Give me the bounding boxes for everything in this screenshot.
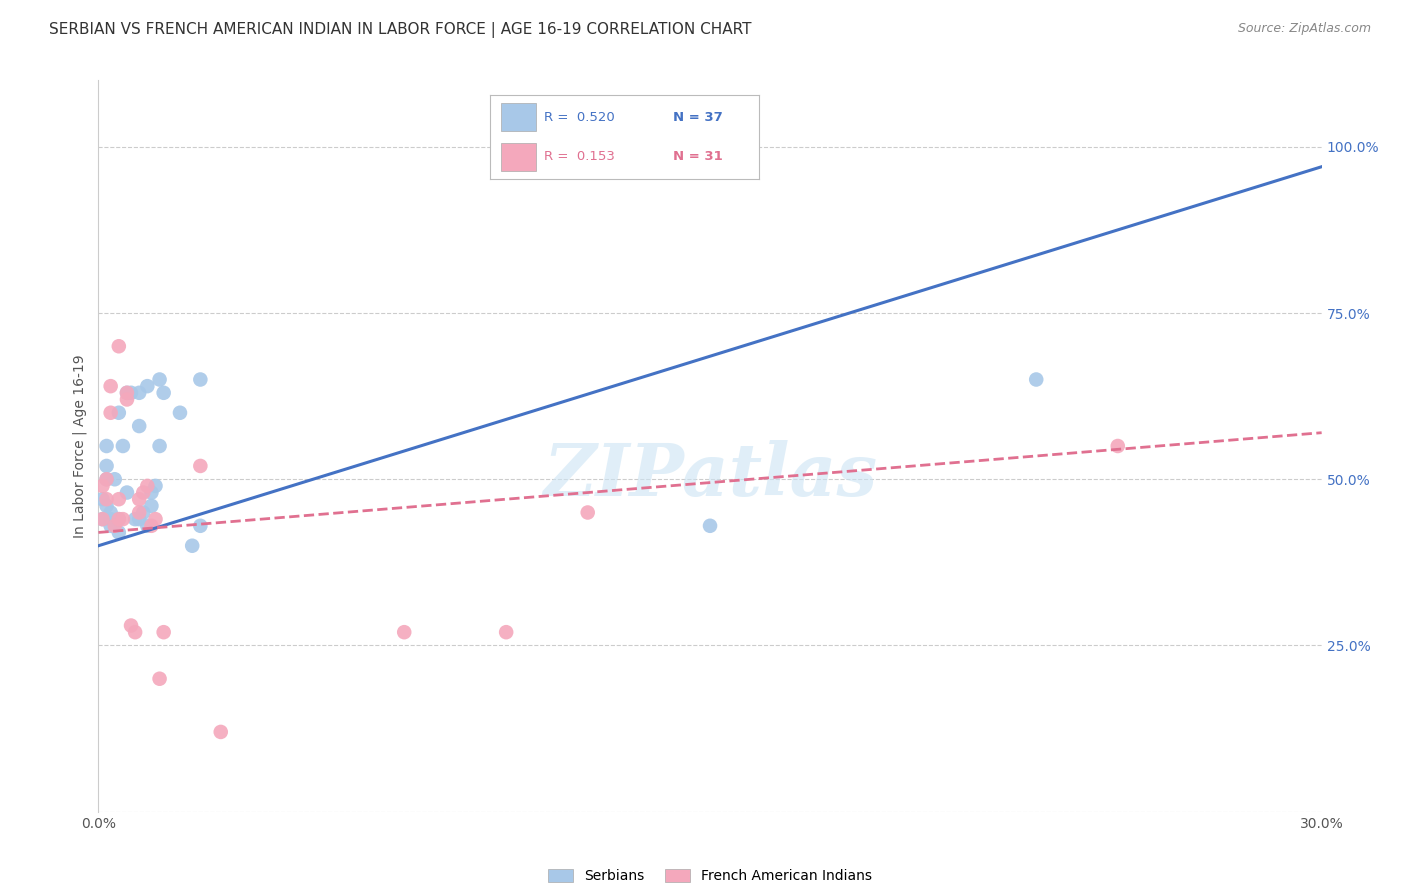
Point bbox=[96, 458, 118, 473]
Text: Source: ZipAtlas.com: Source: ZipAtlas.com bbox=[1237, 22, 1371, 36]
Point bbox=[740, 140, 762, 154]
Y-axis label: In Labor Force | Age 16-19: In Labor Force | Age 16-19 bbox=[73, 354, 87, 538]
Point bbox=[115, 385, 138, 400]
Point bbox=[108, 339, 131, 353]
Point bbox=[136, 518, 159, 533]
Point bbox=[128, 419, 150, 434]
Point bbox=[108, 512, 131, 526]
Point bbox=[152, 385, 174, 400]
Point bbox=[91, 512, 114, 526]
Point bbox=[91, 492, 114, 507]
Text: SERBIAN VS FRENCH AMERICAN INDIAN IN LABOR FORCE | AGE 16-19 CORRELATION CHART: SERBIAN VS FRENCH AMERICAN INDIAN IN LAB… bbox=[49, 22, 752, 38]
Point bbox=[100, 518, 122, 533]
Point bbox=[141, 485, 163, 500]
Point bbox=[149, 372, 172, 386]
Point bbox=[111, 512, 134, 526]
Point bbox=[128, 506, 150, 520]
Point bbox=[181, 539, 204, 553]
Point bbox=[132, 506, 155, 520]
Point bbox=[209, 725, 232, 739]
Legend: Serbians, French American Indians: Serbians, French American Indians bbox=[543, 863, 877, 889]
Point bbox=[149, 672, 172, 686]
Point bbox=[104, 472, 127, 486]
Point bbox=[100, 512, 122, 526]
Point bbox=[128, 492, 150, 507]
Point bbox=[152, 625, 174, 640]
Text: ZIPatlas: ZIPatlas bbox=[543, 440, 877, 511]
Point bbox=[128, 512, 150, 526]
Point bbox=[699, 518, 721, 533]
Point bbox=[188, 458, 212, 473]
Point bbox=[1107, 439, 1129, 453]
Point bbox=[145, 512, 167, 526]
Point bbox=[96, 492, 118, 507]
Point bbox=[111, 439, 134, 453]
Point bbox=[128, 385, 150, 400]
Point bbox=[96, 499, 118, 513]
Point bbox=[141, 499, 163, 513]
Point bbox=[96, 472, 118, 486]
Point bbox=[495, 625, 517, 640]
Point bbox=[188, 372, 212, 386]
Point bbox=[188, 518, 212, 533]
Point bbox=[149, 439, 172, 453]
Point bbox=[576, 506, 599, 520]
Point bbox=[108, 492, 131, 507]
Point bbox=[96, 472, 118, 486]
Point bbox=[392, 625, 416, 640]
Point bbox=[108, 406, 131, 420]
Point bbox=[145, 479, 167, 493]
Point bbox=[108, 512, 131, 526]
Point bbox=[1025, 372, 1047, 386]
Point bbox=[120, 385, 142, 400]
Point bbox=[91, 479, 114, 493]
Point bbox=[115, 385, 138, 400]
Point bbox=[132, 485, 155, 500]
Point bbox=[104, 518, 127, 533]
Point bbox=[115, 392, 138, 407]
Point bbox=[100, 406, 122, 420]
Point bbox=[100, 506, 122, 520]
Point bbox=[120, 618, 142, 632]
Point bbox=[124, 625, 146, 640]
Point bbox=[136, 479, 159, 493]
Point bbox=[136, 379, 159, 393]
Point bbox=[141, 518, 163, 533]
Point bbox=[115, 485, 138, 500]
Point bbox=[169, 406, 191, 420]
Point bbox=[96, 439, 118, 453]
Point bbox=[124, 512, 146, 526]
Point bbox=[91, 512, 114, 526]
Point bbox=[108, 525, 131, 540]
Point bbox=[100, 379, 122, 393]
